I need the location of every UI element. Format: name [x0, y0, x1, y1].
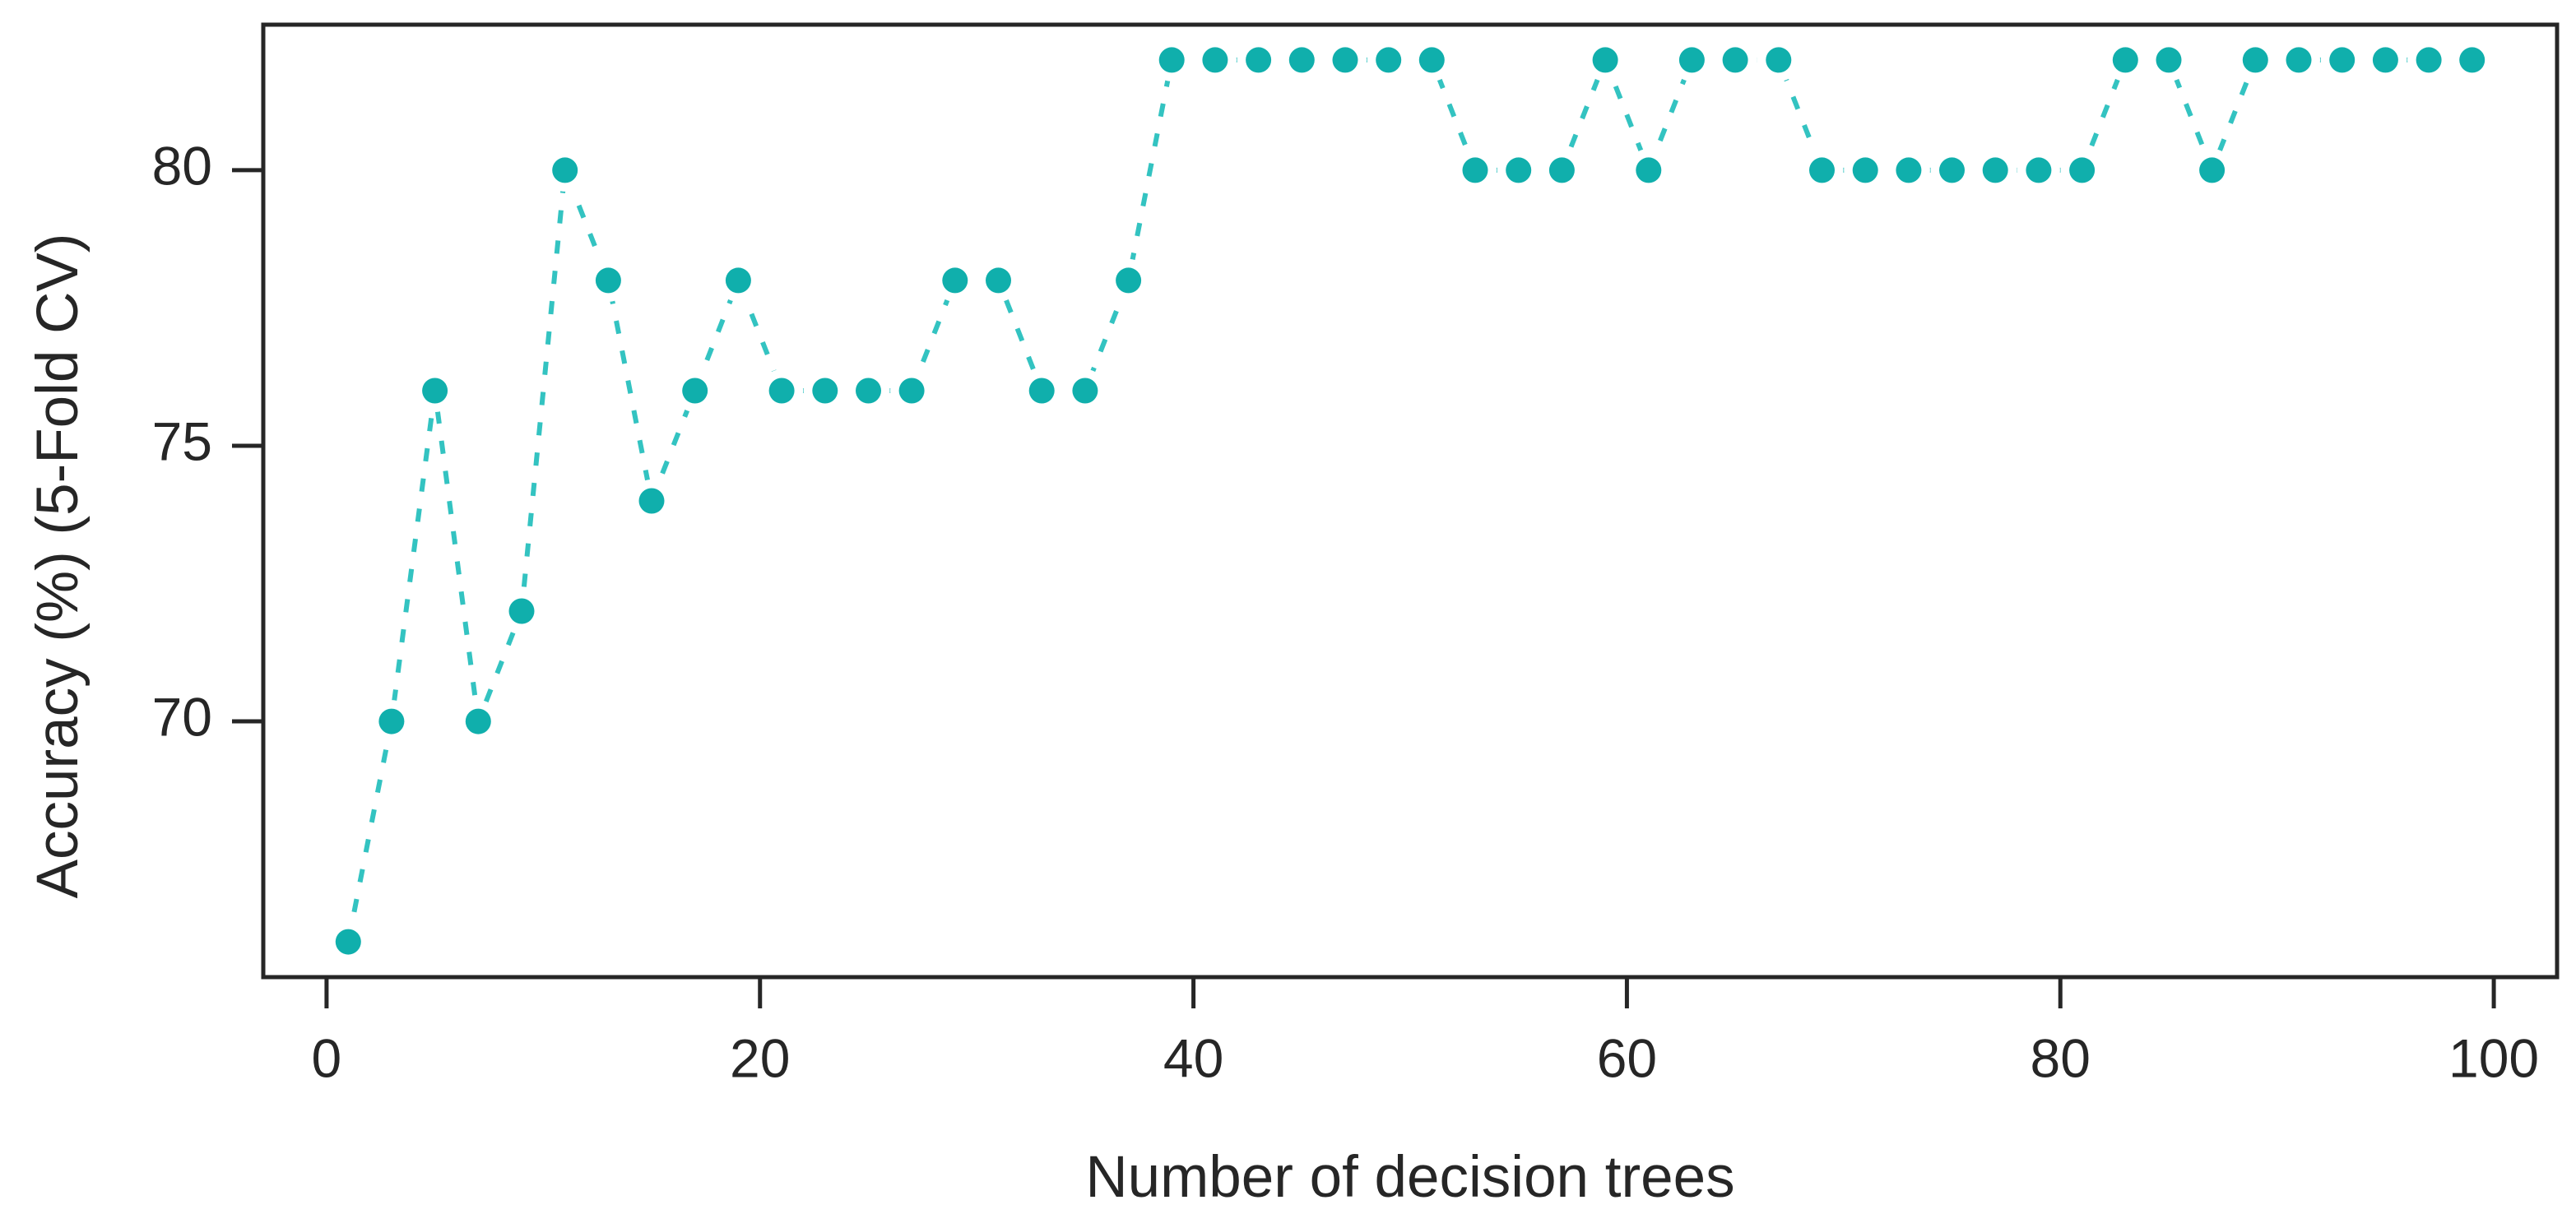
x-axis-title: Number of decision trees: [1085, 1145, 1734, 1210]
data-point: [2329, 47, 2356, 73]
x-tick-label: 100: [2448, 1027, 2539, 1088]
data-point: [812, 378, 838, 404]
data-point: [2069, 157, 2096, 183]
data-point: [1376, 47, 1402, 73]
data-point: [1896, 157, 1922, 183]
data-point: [1809, 157, 1835, 183]
data-point: [552, 157, 578, 183]
data-point: [638, 488, 665, 514]
x-tick-label: 20: [730, 1027, 790, 1088]
y-tick-label: 75: [152, 410, 212, 471]
data-point: [1246, 47, 1272, 73]
data-point: [422, 378, 448, 404]
data-point: [1636, 157, 1662, 183]
data-point: [856, 378, 881, 404]
data-point: [1332, 47, 1358, 73]
data-point: [1072, 378, 1098, 404]
data-point: [1158, 47, 1185, 73]
data-point: [465, 708, 491, 734]
data-point: [1288, 47, 1315, 73]
data-point: [1592, 47, 1618, 73]
data-point: [768, 378, 795, 404]
data-point: [2286, 47, 2312, 73]
data-point: [1722, 47, 1748, 73]
x-tick-label: 80: [2031, 1027, 2091, 1088]
data-point: [942, 267, 968, 294]
data-point: [1678, 47, 1705, 73]
data-point: [1982, 157, 2008, 183]
data-point: [1548, 157, 1575, 183]
data-point: [1462, 157, 1488, 183]
data-point: [1116, 267, 1142, 294]
data-point: [898, 378, 925, 404]
data-point: [1766, 47, 1792, 73]
data-point: [2199, 157, 2226, 183]
data-point: [508, 598, 535, 624]
data-point: [378, 708, 405, 734]
data-point: [1852, 157, 1878, 183]
data-point: [2242, 47, 2268, 73]
data-point: [682, 378, 708, 404]
data-point: [725, 267, 751, 294]
data-point: [1202, 47, 1228, 73]
plot-box: [261, 22, 2560, 980]
data-point: [1028, 378, 1055, 404]
data-point: [2416, 47, 2442, 73]
x-tick-label: 60: [1597, 1027, 1657, 1088]
plot-area: 0 20 40 60 80 100 70 75 80: [152, 22, 2560, 1088]
y-tick-label: 70: [152, 686, 212, 747]
y-tick-label: 80: [152, 135, 212, 196]
x-tick-label: 40: [1163, 1027, 1223, 1088]
data-point: [2156, 47, 2182, 73]
data-point: [2372, 47, 2398, 73]
data-point: [986, 267, 1011, 294]
data-point: [595, 267, 621, 294]
data-point: [1939, 157, 1965, 183]
y-axis-title: Accuracy (%) (5-Fold CV): [26, 234, 91, 899]
data-point: [1418, 47, 1445, 73]
data-point: [335, 929, 361, 955]
data-point: [2026, 157, 2052, 183]
data-point: [2459, 47, 2485, 73]
data-point: [1506, 157, 1532, 183]
data-point: [2112, 47, 2138, 73]
x-tick-label: 0: [312, 1027, 342, 1088]
